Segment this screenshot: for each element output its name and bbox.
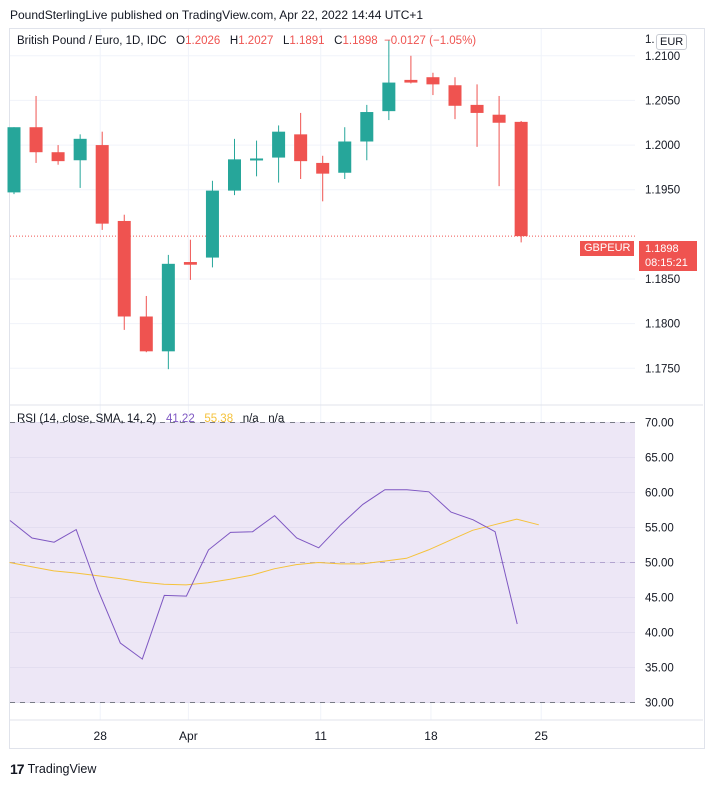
- candle-body: [272, 131, 286, 158]
- chart-title: British Pound / Euro, 1D, IDC: [17, 35, 167, 47]
- candle-body: [51, 152, 65, 162]
- candle-body: [448, 85, 462, 106]
- chart-frame[interactable]: [9, 28, 705, 749]
- rsi-legend: RSI (14, close, SMA, 14, 2) 41.22 55.38 …: [17, 413, 284, 425]
- candle-body: [95, 145, 109, 224]
- currency-button[interactable]: EUR: [656, 34, 688, 50]
- price-tick-label: 1.2050: [645, 95, 680, 107]
- last-price-tag: 1.1898 08:15:21: [639, 241, 697, 271]
- candle-body: [382, 82, 396, 112]
- rsi-tick-label: 30.00: [645, 698, 674, 710]
- low-value: 1.1891: [289, 35, 325, 47]
- candle-body: [250, 158, 264, 161]
- low-label: L: [282, 35, 290, 47]
- price-tick-label: 1.1950: [645, 185, 680, 197]
- symbol-price-tag: GBPEUR: [580, 241, 635, 256]
- rsi-ma-line: [9, 518, 539, 586]
- rsi-title: RSI (14, close, SMA, 14, 2): [17, 413, 157, 425]
- countdown-value: 08:15:21: [645, 257, 688, 269]
- candle-body: [161, 263, 175, 352]
- time-tick-label: 25: [535, 729, 549, 743]
- tradingview-logo-icon: 17: [10, 761, 25, 777]
- high-label: H: [229, 35, 239, 47]
- price-tick-label: 1.1750: [645, 363, 680, 375]
- candle-body: [73, 138, 87, 161]
- candle-body: [205, 190, 219, 258]
- candle-body: [316, 162, 330, 174]
- last-price-value: 1.1898: [645, 243, 679, 255]
- rsi-na-2: n/a: [268, 413, 285, 425]
- candle-body: [294, 134, 308, 162]
- rsi-tick-label: 40.00: [645, 628, 674, 640]
- candle-body: [514, 121, 528, 237]
- price-tick-label: 1.1850: [645, 274, 680, 286]
- time-tick-label: Apr: [179, 729, 198, 743]
- close-label: C: [334, 35, 343, 47]
- publisher-line: PoundSterlingLive published on TradingVi…: [10, 8, 424, 22]
- candle-body: [426, 77, 440, 85]
- open-label: O: [176, 35, 186, 47]
- candle-body: [470, 104, 484, 113]
- close-value: 1.1898: [342, 35, 378, 47]
- candle-body: [228, 159, 241, 191]
- rsi-tick-label: 55.00: [645, 523, 674, 535]
- rsi-tick-label: 65.00: [645, 453, 674, 465]
- time-tick-label: 11: [314, 729, 327, 743]
- candle-body: [7, 127, 21, 193]
- time-tick-label: 28: [94, 729, 108, 743]
- rsi-tick-label: 50.00: [645, 558, 674, 570]
- candle-body: [338, 141, 352, 173]
- rsi-value: 41.22: [165, 413, 195, 425]
- price-tick-label: 1.1800: [645, 319, 680, 331]
- candle-body: [492, 114, 506, 123]
- price-tick-label-partial: 1.: [645, 34, 655, 46]
- candle-body: [183, 262, 197, 265]
- main-legend: British Pound / Euro, 1D, IDC O1.2026 H1…: [17, 35, 476, 47]
- candle-body: [139, 316, 153, 352]
- change-value: −0.0127 (−1.05%): [384, 35, 477, 47]
- high-value: 1.2027: [238, 35, 274, 47]
- rsi-na-1: n/a: [242, 413, 259, 425]
- candle-body: [404, 79, 418, 83]
- time-tick-label: 18: [424, 729, 438, 743]
- rsi-line: [9, 489, 518, 660]
- rsi-tick-label: 60.00: [645, 488, 674, 500]
- footer-brand[interactable]: 17 TradingView: [10, 761, 96, 777]
- rsi-tick-label: 35.00: [645, 663, 674, 675]
- price-tick-label: 1.2000: [645, 140, 680, 152]
- brand-name: TradingView: [27, 762, 97, 776]
- price-tick-label: 1.2100: [645, 51, 680, 63]
- rsi-tick-label: 45.00: [645, 593, 674, 605]
- rsi-ma-value: 55.38: [204, 413, 234, 425]
- rsi-tick-label: 70.00: [645, 418, 674, 430]
- candle-body: [117, 220, 131, 317]
- open-value: 1.2026: [185, 35, 221, 47]
- candle-body: [29, 127, 43, 153]
- candle-body: [360, 112, 374, 142]
